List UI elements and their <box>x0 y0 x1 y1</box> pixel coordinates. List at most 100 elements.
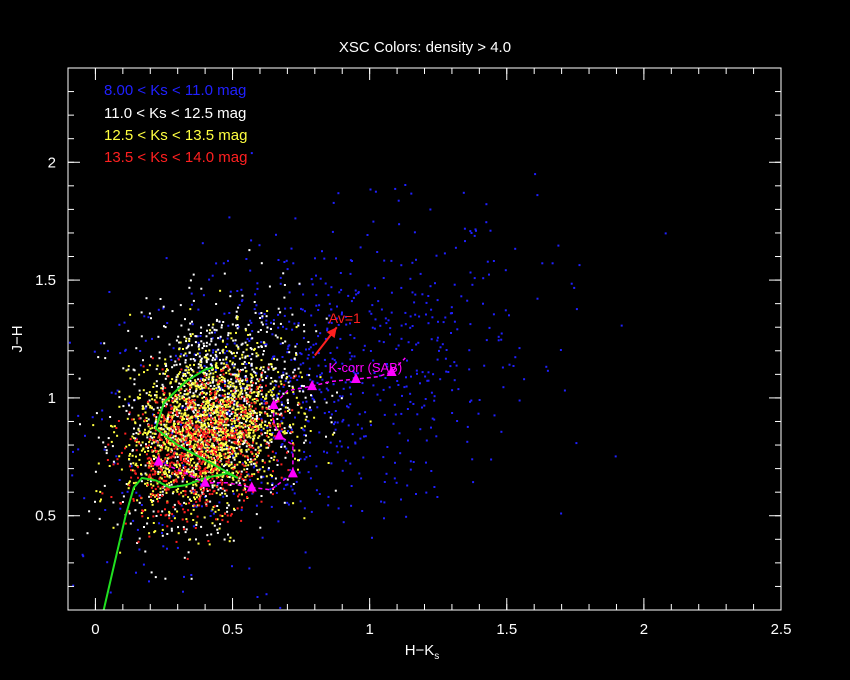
data-point <box>410 192 413 195</box>
data-point <box>267 366 270 369</box>
data-point <box>141 515 144 518</box>
data-point <box>255 355 258 358</box>
data-point <box>186 469 189 472</box>
data-point <box>157 470 160 473</box>
data-point <box>211 447 214 450</box>
data-point <box>339 337 342 340</box>
data-point <box>317 352 320 355</box>
data-point <box>455 364 458 367</box>
data-point <box>191 323 194 326</box>
data-point <box>248 445 251 448</box>
data-point <box>218 429 221 432</box>
data-point <box>218 469 221 472</box>
data-point <box>131 449 134 452</box>
data-point <box>477 412 480 415</box>
data-point <box>197 420 200 423</box>
data-point <box>201 388 204 391</box>
data-point <box>242 454 245 457</box>
data-point <box>228 540 231 543</box>
data-point <box>152 467 155 470</box>
data-point <box>178 382 181 385</box>
data-point <box>194 341 197 344</box>
data-point <box>168 429 171 432</box>
data-point <box>251 492 254 495</box>
data-point <box>196 462 199 465</box>
data-point <box>225 430 228 433</box>
data-point <box>177 420 180 423</box>
data-point <box>226 396 229 398</box>
data-points <box>68 152 667 609</box>
data-point <box>173 444 176 447</box>
data-point <box>227 504 230 507</box>
data-point <box>71 474 74 477</box>
data-point <box>152 510 155 513</box>
data-point <box>255 453 258 456</box>
data-point <box>207 425 210 428</box>
data-point <box>186 442 189 444</box>
data-point <box>236 378 239 381</box>
data-point <box>321 250 323 253</box>
data-point <box>152 515 155 518</box>
data-point <box>201 419 204 422</box>
data-point <box>245 420 247 423</box>
data-point <box>183 385 186 387</box>
data-point <box>203 422 206 425</box>
data-point <box>232 456 235 459</box>
data-point <box>271 493 274 496</box>
data-point <box>239 475 242 478</box>
data-point <box>489 229 492 232</box>
data-point <box>101 492 104 495</box>
data-point <box>237 389 240 392</box>
data-point <box>167 488 170 491</box>
data-point <box>260 398 263 401</box>
data-point <box>181 518 184 521</box>
data-point <box>500 430 503 433</box>
data-point <box>244 355 247 358</box>
data-point <box>376 393 379 396</box>
data-point <box>219 409 222 412</box>
data-point <box>215 449 218 452</box>
data-point <box>330 376 333 379</box>
data-point <box>286 347 289 350</box>
data-point <box>251 419 254 422</box>
data-point <box>163 418 166 421</box>
data-point <box>257 436 260 439</box>
data-point <box>197 444 200 447</box>
data-point <box>159 298 162 300</box>
data-point <box>238 377 241 380</box>
data-point <box>238 412 241 415</box>
data-point <box>211 337 214 340</box>
data-point <box>194 381 197 384</box>
data-point <box>255 415 258 418</box>
data-point <box>276 336 279 339</box>
data-point <box>186 462 189 465</box>
data-point <box>249 428 252 431</box>
data-point <box>238 461 241 464</box>
data-point <box>497 339 500 342</box>
data-point <box>206 466 209 469</box>
data-point <box>165 472 167 475</box>
data-point <box>336 305 338 308</box>
data-point <box>323 412 326 415</box>
data-point <box>303 517 306 520</box>
data-point <box>177 422 180 425</box>
data-point <box>131 435 134 438</box>
data-point <box>559 349 562 351</box>
data-point <box>218 434 221 437</box>
data-point <box>257 391 260 393</box>
data-point <box>204 410 207 413</box>
data-point <box>216 427 219 429</box>
data-point <box>253 401 256 404</box>
data-point <box>410 375 412 378</box>
data-point <box>162 415 165 418</box>
data-point <box>236 327 239 330</box>
data-point <box>189 403 192 406</box>
data-point <box>436 339 439 342</box>
data-point <box>269 439 271 442</box>
data-point <box>260 346 263 348</box>
data-point <box>185 340 188 343</box>
data-point <box>400 337 403 340</box>
data-point <box>189 443 192 445</box>
data-point <box>312 356 315 359</box>
data-point <box>248 355 251 357</box>
